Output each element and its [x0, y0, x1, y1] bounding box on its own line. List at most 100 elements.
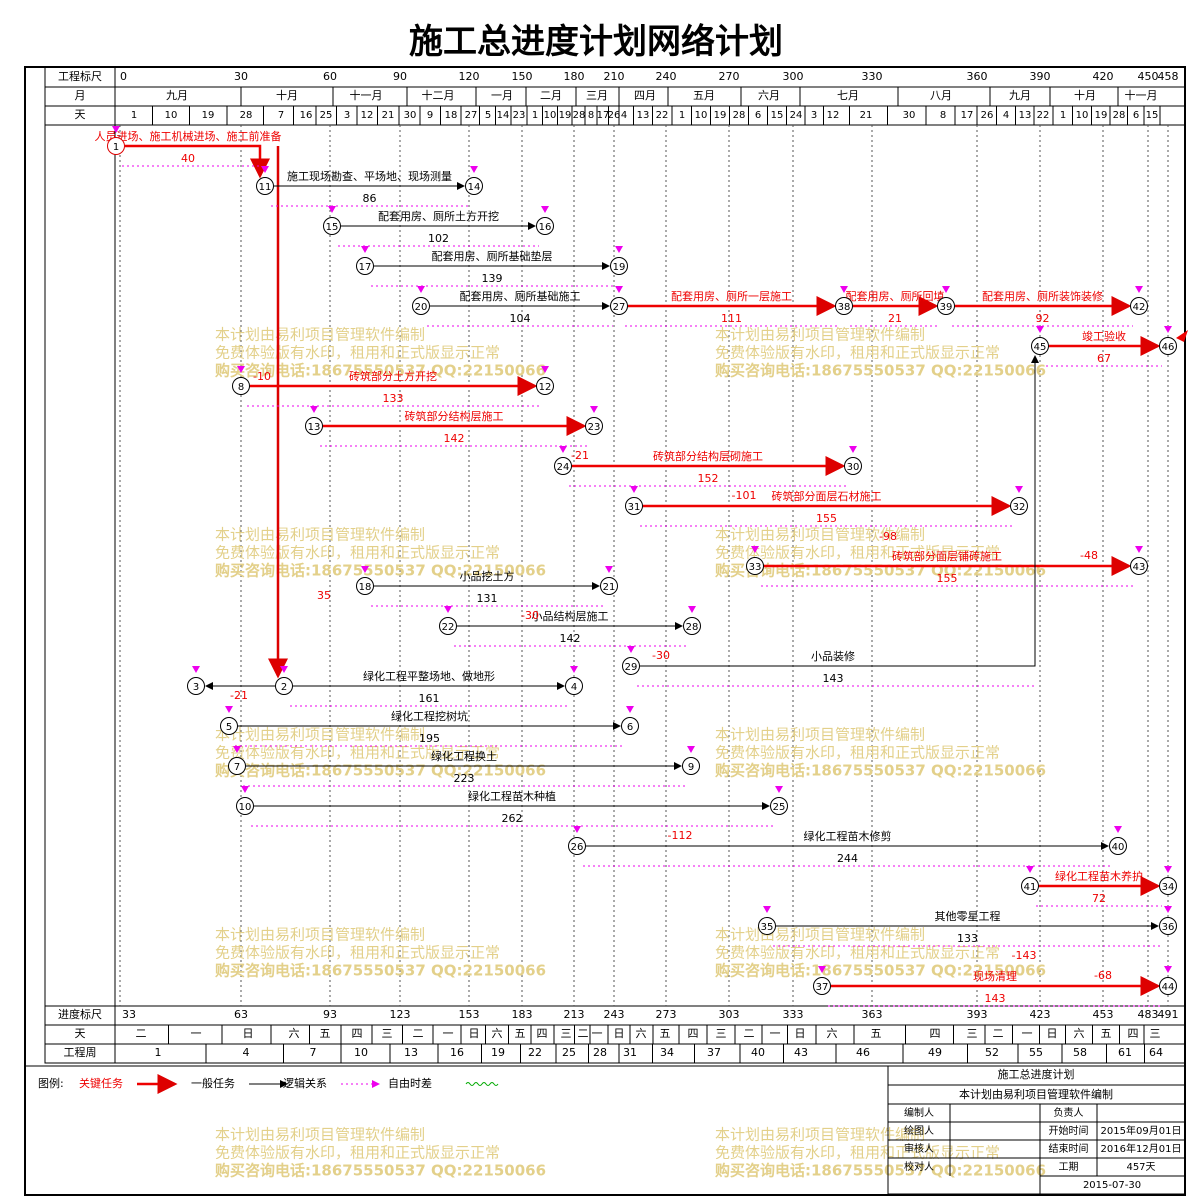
node [1109, 837, 1127, 855]
weekday-label: 三 [1150, 1027, 1161, 1040]
watermark: 免费体验版有水印，租用和正式版显示正常 [215, 344, 500, 362]
week-label: 25 [562, 1046, 576, 1059]
float-marker [261, 166, 269, 173]
float-label: -143 [1012, 949, 1037, 962]
month-label: 四月 [634, 89, 656, 102]
day-label: 1 [679, 110, 685, 121]
node [1159, 877, 1177, 895]
node [835, 297, 853, 315]
float-marker [241, 786, 249, 793]
float-marker [751, 546, 759, 553]
float-marker [687, 746, 695, 753]
day-label: 28 [573, 110, 586, 121]
week-label: 55 [1029, 1046, 1043, 1059]
node-label: 26 [571, 842, 584, 853]
task-duration: 133 [383, 392, 404, 405]
float-marker [112, 126, 120, 133]
float-marker [444, 606, 452, 613]
week-label: 1 [155, 1046, 162, 1059]
watermark: 购买咨询电话:18675550537 QQ:22150066 [715, 362, 1046, 380]
task-duration: 143 [823, 672, 844, 685]
week-label: 31 [623, 1046, 637, 1059]
watermark: 购买咨询电话:18675550537 QQ:22150066 [715, 562, 1046, 580]
node-label: 34 [1162, 882, 1175, 893]
task-label: 人员进场、施工机械进场、施工前准备 [95, 129, 282, 143]
day-label: 21 [860, 110, 873, 121]
month-label: 十一月 [1125, 88, 1158, 102]
float-marker [1135, 286, 1143, 293]
node-label: 16 [539, 222, 552, 233]
node [356, 257, 374, 275]
progress-label: 303 [719, 1008, 740, 1021]
legend-label: 自由时差 [388, 1076, 432, 1090]
task-label: 配套用房、厕所基础施工 [460, 290, 581, 303]
node-label: 40 [1112, 842, 1125, 853]
month-label: 三月 [586, 89, 608, 102]
float-label: -48 [1080, 549, 1098, 562]
weekday-label: 二 [136, 1027, 147, 1040]
week-label: 4 [243, 1046, 250, 1059]
week-label: 28 [593, 1046, 607, 1059]
day-label: 13 [637, 110, 650, 121]
day-label: 14 [497, 110, 510, 121]
block-cell: 2016年12月01日 [1101, 1142, 1182, 1155]
float-marker [1164, 866, 1172, 873]
block-cell: 审核人 [904, 1142, 934, 1155]
watermark: 本计划由易利项目管理软件编制 [215, 326, 425, 344]
node [356, 577, 374, 595]
node [610, 297, 628, 315]
float-marker [541, 206, 549, 213]
week-label: 7 [310, 1046, 317, 1059]
block-cell: 457天 [1126, 1162, 1155, 1173]
task-label: 现场清理 [973, 969, 1017, 983]
day-label: 10 [695, 110, 708, 121]
day-label: 6 [1133, 110, 1139, 121]
month-label: 五月 [693, 89, 715, 102]
month-label: 八月 [930, 89, 952, 102]
week-label: 40 [751, 1046, 765, 1059]
node-label: 46 [1162, 342, 1175, 353]
day-label: 19 [202, 110, 215, 121]
row-label: 工程标尺 [58, 69, 102, 83]
row-label: 天 [75, 108, 86, 121]
weekday-label: 六 [492, 1027, 503, 1040]
node [107, 137, 125, 155]
weekday-label: 六 [1074, 1027, 1085, 1040]
task-duration: 143 [985, 992, 1006, 1005]
watermark: 购买咨询电话:18675550537 QQ:22150066 [215, 362, 546, 380]
day-label: 5 [485, 110, 491, 121]
day-label: 30 [903, 110, 916, 121]
day-label: 10 [1076, 110, 1089, 121]
scale-label: 360 [967, 70, 988, 83]
float-label: -68 [1094, 969, 1112, 982]
task-duration: 152 [698, 472, 719, 485]
watermark: 购买咨询电话:18675550537 QQ:22150066 [715, 1162, 1046, 1180]
float-marker [559, 446, 567, 453]
block-title: 施工总进度计划 [998, 1067, 1075, 1081]
node [1031, 337, 1049, 355]
float-marker [590, 406, 598, 413]
month-label: 十一月 [350, 88, 383, 102]
task-label: 绿化工程平整场地、做地形 [363, 669, 495, 683]
node [412, 297, 430, 315]
day-label: 22 [1037, 110, 1050, 121]
task-label: 配套用房、厕所土方开挖 [378, 209, 499, 223]
node-label: 21 [603, 582, 616, 593]
float-label: -112 [668, 829, 693, 842]
watermark: 免费体验版有水印，租用和正式版显示正常 [215, 944, 500, 962]
task-duration: 72 [1092, 892, 1106, 905]
float-marker [541, 366, 549, 373]
task-duration: 262 [502, 812, 523, 825]
progress-label: 153 [459, 1008, 480, 1021]
week-label: 61 [1118, 1046, 1132, 1059]
task-duration: 111 [721, 312, 742, 325]
day-label: 19 [714, 110, 727, 121]
legend-label: 逻辑关系 [283, 1076, 327, 1090]
float-label: -98 [879, 530, 897, 543]
node [256, 177, 274, 195]
day-label: 9 [427, 110, 433, 121]
row-label: 天 [75, 1027, 86, 1040]
float-marker [470, 166, 478, 173]
node-label: 45 [1034, 342, 1047, 353]
node-label: 5 [226, 722, 232, 733]
